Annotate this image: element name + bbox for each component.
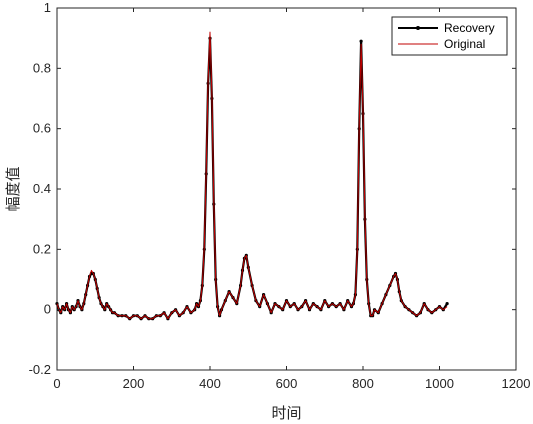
data-point-recovery [359, 39, 363, 43]
x-tick-label: 1200 [502, 376, 531, 391]
y-tick-label: 0.4 [33, 181, 51, 196]
y-tick-label: 0 [44, 302, 51, 317]
series-line-original [56, 31, 448, 320]
legend-marker-recovery [416, 26, 420, 30]
y-tick-label: 1 [44, 0, 51, 15]
legend-box [391, 16, 508, 56]
x-tick-label: 400 [199, 376, 221, 391]
legend-label-original: Original [444, 37, 485, 51]
data-point-recovery [445, 302, 449, 306]
x-tick-label: 800 [352, 376, 374, 391]
plot-box [56, 7, 517, 371]
x-tick-label: 600 [276, 376, 298, 391]
x-tick-label: 1000 [425, 376, 454, 391]
legend-label-recovery: Recovery [444, 21, 495, 35]
y-tick-label: 0.6 [33, 121, 51, 136]
x-tick-label: 0 [53, 376, 60, 391]
y-tick-label: 0.2 [33, 241, 51, 256]
legend: Recovery Original [391, 16, 508, 56]
plot-area [56, 7, 517, 371]
y-axis: -0.2 0 0.2 0.4 0.6 0.8 1 [29, 0, 516, 377]
series-layer [55, 31, 449, 321]
x-axis: 0 200 400 600 800 1000 1200 [53, 8, 530, 391]
x-axis-label: 时间 [271, 404, 301, 422]
y-tick-label: 0.8 [33, 60, 51, 75]
y-tick-label: -0.2 [29, 362, 51, 377]
x-tick-label: 200 [123, 376, 145, 391]
y-axis-label: 幅度值 [4, 166, 22, 211]
